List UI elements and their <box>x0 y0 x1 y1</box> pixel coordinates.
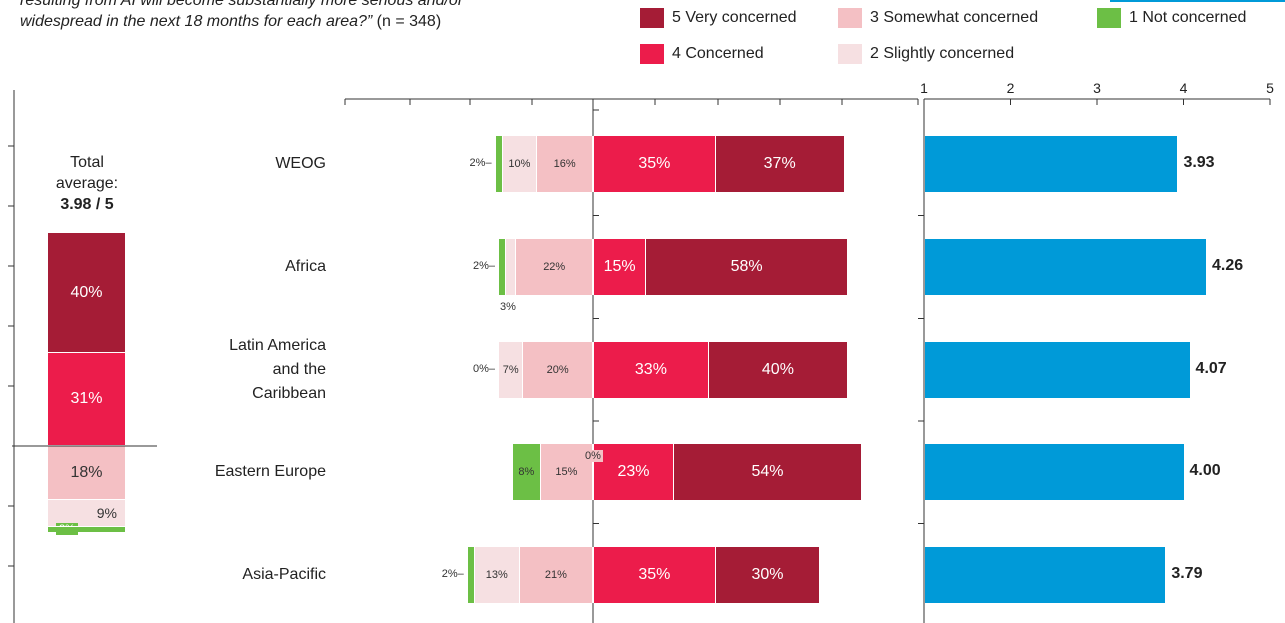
bar-segment-label-level-2: 3% <box>500 301 516 313</box>
average-value-label: 4.07 <box>1195 360 1227 377</box>
bar-segment-level-3: 16% <box>537 136 593 192</box>
average-tick-label: 2 <box>1006 80 1015 96</box>
average-bar <box>925 239 1206 295</box>
total-segment-level-5: 40% <box>48 232 125 352</box>
average-tick-label: 1 <box>920 80 928 96</box>
legend-label: 3 Somewhat concerned <box>870 9 1039 26</box>
question-text: resulting from AI will become substantia… <box>20 0 580 32</box>
legend-item-not-concerned: 1 Not concerned <box>1097 8 1246 28</box>
total-average-value: 3.98 / 5 <box>60 196 114 213</box>
bar-segment-label-level-2: 0% <box>583 450 603 462</box>
bar-segment-level-2 <box>506 239 517 295</box>
bar-segment-level-3: 20% <box>523 342 593 398</box>
bar-segment-level-1 <box>495 136 503 192</box>
bar-segment-level-5: 37% <box>714 136 844 192</box>
region-label: and the <box>272 361 326 378</box>
bar-segment-level-3: 21% <box>519 547 593 603</box>
average-value-label: 4.26 <box>1211 257 1244 274</box>
sample-size: (n = 348) <box>376 13 442 30</box>
average-bar <box>925 342 1190 398</box>
total-title-line-1: Total <box>70 154 104 171</box>
region-label: Africa <box>285 258 326 275</box>
average-tick-label: 5 <box>1266 80 1274 96</box>
bar-segment-level-3: 22% <box>516 239 593 295</box>
legend-label: 4 Concerned <box>672 45 764 62</box>
legend-swatch <box>838 44 862 64</box>
region-label: WEOG <box>275 155 326 172</box>
total-title-line-2: average: <box>55 175 119 192</box>
legend-item-concerned: 4 Concerned <box>640 44 764 64</box>
bar-segment-level-5: 54% <box>673 444 861 500</box>
bar-segment-level-2: 7% <box>499 342 524 398</box>
bar-segment-level-2: 13% <box>474 547 520 603</box>
legend-item-somewhat-concerned: 3 Somewhat concerned <box>838 8 1038 28</box>
region-label: Eastern Europe <box>214 463 326 480</box>
average-tick-label: 4 <box>1179 80 1188 96</box>
average-value-label: 3.79 <box>1171 565 1203 582</box>
bar-segment-level-1: 8% <box>512 444 541 500</box>
question-line-1: resulting from AI will become substantia… <box>20 0 464 9</box>
total-segment-level-2: 9% <box>48 499 125 526</box>
legend-item-slightly-concerned: 2 Slightly concerned <box>838 44 1014 64</box>
bar-segment-label-level-1: 2%– <box>441 568 464 580</box>
bar-segment-level-2: 10% <box>502 136 538 192</box>
legend-label: 2 Slightly concerned <box>870 45 1015 62</box>
bar-segment-label-level-1: 2%– <box>473 260 496 272</box>
total-segment-level-1 <box>48 526 125 532</box>
legend-swatch <box>640 44 664 64</box>
bar-segment-level-5: 40% <box>707 342 848 398</box>
bar-segment-level-1 <box>499 239 506 295</box>
bar-segment-label-level-1: 0%– <box>473 363 496 375</box>
average-bar <box>925 547 1166 603</box>
decorative-accent-line <box>1110 0 1285 2</box>
legend-swatch <box>1097 8 1121 28</box>
region-label: Latin America <box>229 337 326 354</box>
average-bar <box>925 444 1184 500</box>
average-tick-label: 3 <box>1093 80 1101 96</box>
total-segment-level-4: 31% <box>48 352 125 445</box>
average-value-label: 3.93 <box>1183 154 1215 171</box>
legend-swatch <box>640 8 664 28</box>
legend-label: 1 Not concerned <box>1129 9 1247 26</box>
average-value-label: 4.00 <box>1189 462 1221 479</box>
bar-segment-level-5: 58% <box>645 239 848 295</box>
average-bar <box>925 136 1178 192</box>
bar-segment-label-level-1: 2%– <box>469 157 492 169</box>
bar-segment-level-4: 35% <box>593 136 715 192</box>
bar-segment-level-4: 23% <box>593 444 674 500</box>
region-label: Asia-Pacific <box>242 566 326 583</box>
bar-segment-level-4: 33% <box>593 342 708 398</box>
region-label: Caribbean <box>252 385 326 402</box>
bar-segment-level-4: 15% <box>593 239 646 295</box>
bar-segment-level-4: 35% <box>593 547 715 603</box>
bar-segment-level-1 <box>467 547 475 603</box>
question-line-2: widespread in the next 18 months for eac… <box>20 13 373 30</box>
legend-item-very-concerned: 5 Very concerned <box>640 8 797 28</box>
legend-label: 5 Very concerned <box>672 9 797 26</box>
legend-swatch <box>838 8 862 28</box>
bar-segment-level-5: 30% <box>714 547 820 603</box>
